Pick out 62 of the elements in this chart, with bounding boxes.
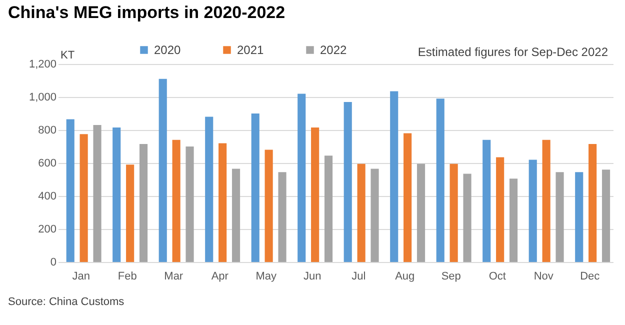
y-tick-label: 400	[38, 190, 56, 202]
x-tick-label: Nov	[534, 270, 554, 282]
x-tick-label: Feb	[118, 270, 137, 282]
x-tick-label: Jan	[72, 270, 90, 282]
bar	[80, 134, 88, 262]
x-tick-label: Jul	[352, 270, 366, 282]
bar	[158, 78, 167, 262]
x-tick-label: May	[256, 270, 278, 282]
y-tick-label: 0	[50, 256, 56, 268]
bar	[278, 172, 286, 262]
bar	[450, 164, 458, 262]
bar	[126, 164, 134, 262]
bar	[298, 94, 306, 262]
bar	[463, 174, 472, 262]
source-note: Source: China Customs	[8, 296, 125, 308]
bar	[205, 116, 214, 262]
legend-label: 2020	[154, 43, 182, 57]
bar	[66, 119, 74, 262]
legend-label: 2021	[237, 43, 264, 57]
bar	[482, 140, 491, 262]
bar	[139, 144, 148, 262]
bar	[509, 178, 518, 262]
bar	[370, 168, 379, 262]
bar	[496, 157, 504, 262]
bar	[390, 91, 398, 262]
x-tick-label: Oct	[488, 270, 506, 282]
y-tick-label: 600	[38, 158, 56, 170]
x-tick-label: Mar	[164, 270, 184, 282]
x-tick-label: Sep	[441, 270, 461, 282]
bar	[542, 140, 550, 262]
bar	[232, 168, 240, 262]
chart-title: China's MEG imports in 2020-2022	[8, 3, 286, 22]
bar	[436, 98, 444, 262]
y-tick-label: 800	[38, 124, 56, 136]
bar	[344, 102, 352, 262]
bar	[556, 172, 564, 262]
bar	[264, 150, 273, 262]
y-tick-label: 1,000	[28, 92, 56, 104]
bar	[218, 143, 227, 262]
bar	[404, 133, 412, 262]
bar	[311, 128, 320, 262]
bar	[251, 114, 260, 262]
bar	[357, 164, 366, 262]
y-tick-label: 1,200	[28, 58, 56, 70]
bar	[528, 160, 537, 262]
legend-label: 2022	[320, 43, 348, 57]
x-tick-label: Aug	[395, 270, 415, 282]
x-tick-label: Apr	[211, 270, 229, 282]
bar	[575, 172, 584, 262]
bar	[602, 170, 610, 262]
bar	[416, 164, 426, 262]
bar	[186, 146, 194, 262]
x-tick-label: Jun	[304, 270, 322, 282]
x-tick-label: Dec	[580, 270, 600, 282]
bar	[324, 156, 333, 262]
text: Estimated figures for Sep-Dec 2022	[418, 45, 608, 59]
y-tick-label: 200	[38, 224, 56, 236]
bar	[588, 144, 597, 262]
bar	[172, 140, 180, 262]
y-axis-title: KT	[60, 50, 75, 62]
bar	[112, 128, 121, 262]
bar	[93, 125, 102, 262]
